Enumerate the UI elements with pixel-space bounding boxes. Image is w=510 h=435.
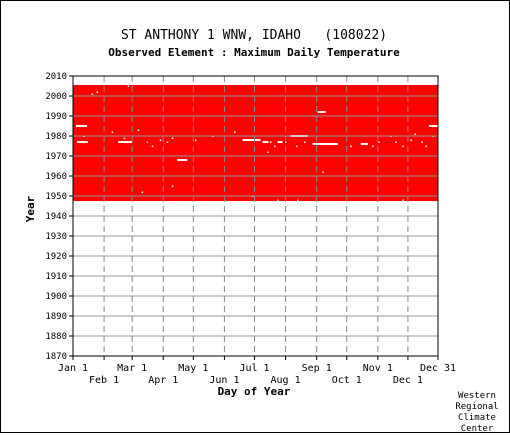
missing-point	[137, 129, 140, 131]
y-tick-label: 1960	[45, 172, 67, 182]
y-tick-label: 1930	[45, 232, 67, 242]
missing-point	[159, 139, 162, 141]
missing-point	[395, 141, 397, 143]
missing-point	[297, 199, 299, 201]
y-tick-label: 1890	[45, 312, 67, 322]
missing-point	[267, 151, 269, 153]
missing-point	[421, 141, 423, 143]
missing-point	[277, 199, 279, 201]
missing-point	[270, 141, 272, 143]
missing-point	[146, 141, 149, 143]
missing-point	[151, 145, 154, 147]
missing-point	[166, 141, 169, 143]
missing-point	[123, 137, 126, 139]
missing-point	[127, 85, 130, 87]
missing-point	[233, 131, 236, 133]
missing-point	[414, 133, 416, 135]
y-tick-label: 1880	[45, 332, 67, 342]
missing-segment	[77, 141, 89, 143]
x-tick-label: Dec 1	[393, 375, 423, 386]
x-axis-label: Day of Year	[218, 385, 291, 398]
missing-segment	[312, 143, 338, 145]
y-tick-label: 1870	[45, 352, 67, 362]
y-tick-label: 2010	[45, 72, 67, 82]
missing-point	[285, 141, 287, 143]
credit-line-4: Center	[460, 424, 494, 434]
y-tick-label: 1940	[45, 212, 67, 222]
credit-line-1: Western	[458, 391, 496, 401]
y-tick-label: 2000	[45, 92, 67, 102]
missing-point	[91, 93, 94, 95]
missing-point	[141, 191, 144, 193]
chart-title: ST ANTHONY 1 WNW, IDAHO (108022)	[121, 28, 387, 43]
missing-point	[378, 141, 380, 143]
x-tick-label: May 1	[178, 363, 208, 374]
missing-point	[171, 137, 174, 139]
missing-point	[350, 145, 352, 147]
x-tick-label: Oct 1	[332, 375, 362, 386]
observed-data-block	[73, 85, 438, 201]
x-tick-label: Nov 1	[363, 363, 393, 374]
y-tick-label: 1980	[45, 132, 67, 142]
y-tick-label: 1910	[45, 272, 67, 282]
missing-segment	[118, 141, 133, 143]
x-tick-label: Aug 1	[271, 375, 301, 386]
y-tick-label: 1970	[45, 152, 67, 162]
missing-point	[96, 91, 99, 93]
missing-point	[111, 131, 114, 133]
missing-point	[402, 199, 404, 201]
y-axis-label: Year	[24, 195, 37, 222]
missing-segment	[177, 159, 188, 161]
missing-point	[304, 141, 306, 143]
x-tick-label: Mar 1	[117, 363, 147, 374]
plot-area: 1870 1880 1890 1900 1910 1920 1930 1940 1950 1960…	[45, 72, 456, 386]
missing-point	[425, 145, 427, 147]
credit-line-2: Regional	[455, 402, 499, 412]
missing-segment	[76, 125, 88, 127]
y-tick-label: 1950	[45, 192, 67, 202]
missing-segment	[317, 111, 326, 113]
y-tick-label: 1990	[45, 112, 67, 122]
missing-point	[322, 171, 324, 173]
missing-point	[194, 139, 197, 141]
x-tick-label: Sep 1	[302, 363, 332, 374]
x-tick-label: Jun 1	[209, 375, 239, 386]
x-tick-label: Apr 1	[148, 375, 178, 386]
missing-point	[274, 145, 276, 147]
missing-segment	[262, 141, 269, 143]
missing-segment	[242, 139, 261, 141]
y-tick-label: 1900	[45, 292, 67, 302]
missing-point	[332, 143, 334, 145]
x-tick-label: Jul 1	[239, 363, 269, 374]
missing-point	[402, 145, 404, 147]
missing-segment	[277, 141, 283, 143]
missing-point	[296, 145, 298, 147]
y-tick-label: 1920	[45, 252, 67, 262]
wrcc-credit: Western Regional Climate Center	[449, 391, 505, 435]
missing-segment	[360, 143, 368, 145]
chart-subtitle: Observed Element : Maximum Daily Tempera…	[108, 46, 400, 59]
missing-point	[372, 145, 374, 147]
missing-segment	[428, 125, 438, 127]
credit-line-3: Climate	[458, 413, 496, 423]
missing-point	[410, 139, 412, 141]
x-tick-label: Jan 1	[58, 363, 88, 374]
x-tick-label: Feb 1	[89, 375, 119, 386]
x-tick-label: Dec 31	[420, 363, 456, 374]
missing-point	[171, 185, 174, 187]
